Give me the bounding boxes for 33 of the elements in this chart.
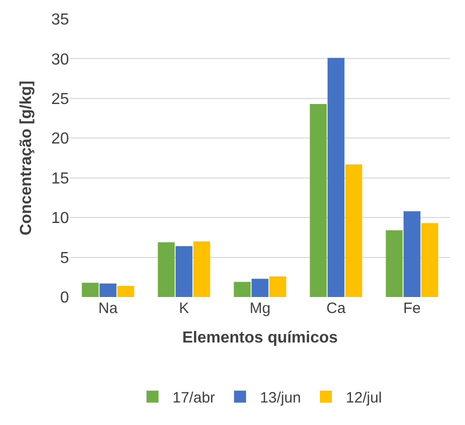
y-tick-label: 5 bbox=[60, 250, 70, 267]
x-tick-label: K bbox=[178, 300, 190, 317]
legend-label: 17/abr bbox=[172, 390, 216, 406]
y-tick-label: 15 bbox=[51, 170, 70, 188]
legend-label: 13/jun bbox=[260, 390, 301, 406]
y-tick-label: 0 bbox=[60, 290, 70, 307]
bar bbox=[158, 242, 175, 297]
y-tick-label: 30 bbox=[51, 51, 70, 68]
bar bbox=[193, 241, 210, 297]
y-tick-label: 25 bbox=[51, 91, 70, 108]
bar bbox=[421, 223, 438, 297]
y-tick-label: 20 bbox=[51, 130, 70, 148]
bar bbox=[269, 276, 286, 297]
bar bbox=[252, 278, 268, 297]
y-tick-label: 35 bbox=[51, 12, 70, 29]
x-tick-label: Na bbox=[98, 300, 118, 317]
y-axis-title: Concentração [g/kg] bbox=[18, 80, 36, 236]
x-tick-label: Fe bbox=[403, 300, 421, 317]
bar bbox=[117, 286, 134, 297]
bar bbox=[100, 284, 116, 297]
bar bbox=[234, 282, 251, 297]
bar bbox=[328, 58, 344, 297]
x-axis-title: Elementos químicos bbox=[182, 330, 338, 347]
bar bbox=[310, 104, 327, 297]
legend-label: 12/jul bbox=[346, 390, 382, 406]
y-tick-label: 10 bbox=[51, 210, 70, 228]
bar bbox=[345, 164, 362, 297]
bar bbox=[404, 211, 420, 297]
bar bbox=[386, 230, 403, 297]
bar bbox=[176, 246, 192, 297]
x-tick-label: Ca bbox=[326, 300, 346, 317]
bar bbox=[82, 282, 99, 297]
x-tick-label: Mg bbox=[250, 300, 270, 317]
